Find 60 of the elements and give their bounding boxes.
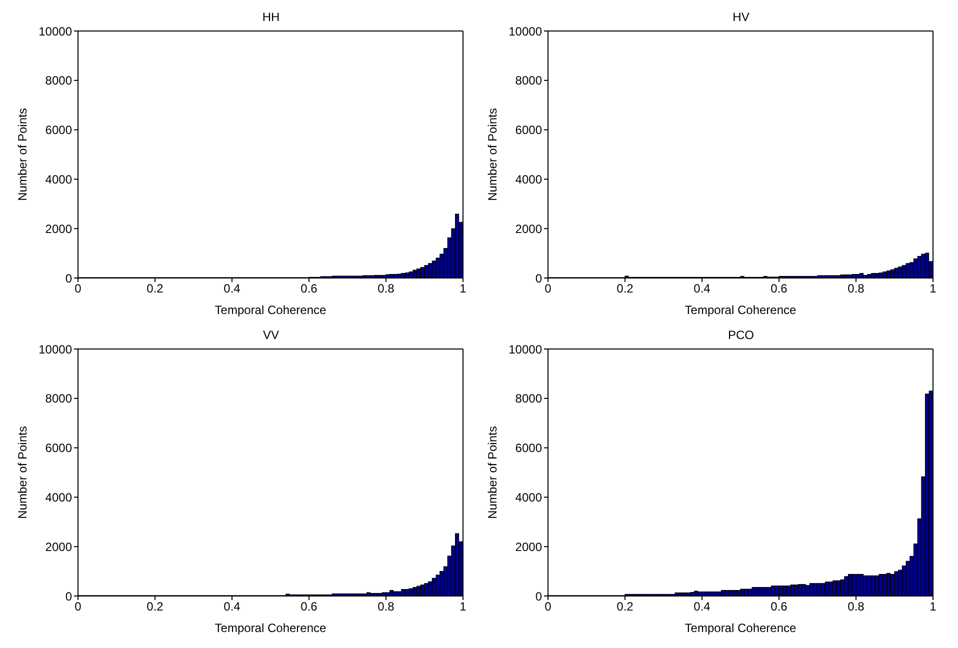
x-axis-title: Temporal Coherence [214, 303, 327, 317]
x-tick-label: 1 [460, 600, 467, 614]
y-tick-label: 10000 [508, 342, 542, 356]
y-axis-title: Number of Points [15, 108, 30, 201]
y-tick-label: 0 [65, 589, 72, 604]
y-tick-label: 10000 [38, 342, 72, 356]
y-tick-label: 0 [535, 589, 542, 604]
y-tick-label: 8000 [45, 74, 72, 88]
x-tick-label: 0 [544, 600, 552, 614]
y-tick-label: 8000 [515, 392, 542, 406]
y-tick-label: 6000 [515, 441, 542, 456]
y-tick-label: 4000 [515, 172, 542, 186]
y-tick-label: 0 [535, 271, 542, 286]
x-tick-label: 0.2 [146, 282, 164, 296]
x-tick-label: 0.6 [300, 600, 318, 614]
y-tick-label: 6000 [45, 441, 72, 456]
x-tick-label: 1 [930, 282, 937, 296]
x-tick-label: 0.2 [616, 600, 634, 614]
x-tick-label: 0.2 [146, 600, 164, 614]
chart-title: HH [261, 10, 281, 24]
y-tick-label: 10000 [508, 24, 542, 38]
x-tick-label: 1 [460, 282, 467, 296]
x-tick-label: 0.6 [770, 282, 788, 296]
y-tick-label: 2000 [45, 222, 72, 236]
y-axis-title: Number of Points [15, 426, 30, 519]
chart-title: PCO [726, 328, 755, 342]
y-tick-label: 10000 [38, 24, 72, 38]
x-tick-label: 0.8 [378, 600, 395, 614]
x-tick-label: 0.4 [694, 282, 711, 296]
y-tick-label: 6000 [515, 123, 542, 138]
y-tick-label: 6000 [45, 123, 72, 138]
y-axis-title: Number of Points [485, 108, 500, 201]
x-tick-label: 0 [74, 600, 82, 614]
y-tick-label: 2000 [515, 540, 542, 554]
x-tick-label: 0 [74, 282, 82, 296]
chart-title: HV [732, 10, 750, 24]
x-tick-label: 0.4 [224, 282, 241, 296]
y-tick-label: 2000 [515, 222, 542, 236]
x-tick-label: 1 [930, 600, 937, 614]
x-tick-label: 0.8 [848, 282, 865, 296]
x-axis-title: Temporal Coherence [684, 621, 797, 635]
x-tick-label: 0.2 [616, 282, 634, 296]
x-tick-label: 0.8 [378, 282, 395, 296]
x-tick-label: 0 [544, 282, 552, 296]
y-tick-label: 8000 [45, 392, 72, 406]
x-axis-title: Temporal Coherence [684, 303, 797, 317]
x-tick-label: 0.8 [848, 600, 865, 614]
x-tick-label: 0.6 [300, 282, 318, 296]
y-tick-label: 4000 [515, 490, 542, 504]
x-tick-label: 0.6 [770, 600, 788, 614]
x-tick-label: 0.4 [224, 600, 241, 614]
y-tick-label: 8000 [515, 74, 542, 88]
x-tick-label: 0.4 [694, 600, 711, 614]
y-axis-title: Number of Points [485, 426, 500, 519]
y-tick-label: 4000 [45, 172, 72, 186]
chart-title: VV [262, 328, 280, 342]
y-tick-label: 2000 [45, 540, 72, 554]
x-axis-title: Temporal Coherence [214, 621, 327, 635]
y-tick-label: 4000 [45, 490, 72, 504]
y-tick-label: 0 [65, 271, 72, 286]
